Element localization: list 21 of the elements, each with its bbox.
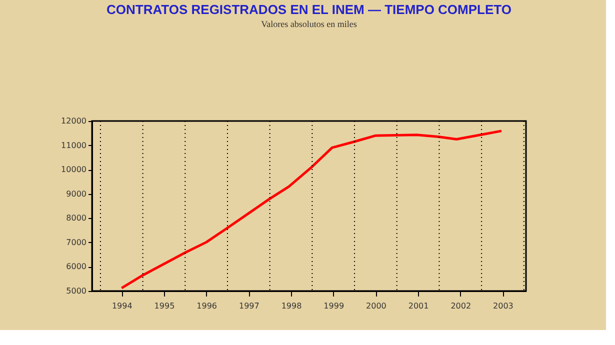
x-tick-label: 2001 — [408, 302, 429, 310]
x-tick-label: 1994 — [112, 302, 132, 310]
y-tick-label: 7000 — [66, 238, 86, 247]
y-tick-label: 10000 — [61, 165, 86, 174]
y-tick-label: 9000 — [66, 189, 86, 198]
x-tick-label: 1995 — [154, 302, 175, 310]
x-tick-label: 1998 — [281, 302, 302, 310]
y-tick-label: 5000 — [66, 286, 86, 296]
y-tick-label: 8000 — [66, 214, 86, 223]
x-tick-label: 1997 — [238, 302, 260, 310]
chart-title: CONTRATOS REGISTRADOS EN EL INEM — TIEMPO COMPLETO — [106, 2, 512, 17]
y-tick-label: 6000 — [66, 262, 86, 272]
x-tick-label: 2003 — [493, 302, 514, 310]
x-tick-label: 2000 — [366, 302, 386, 310]
chart-subtitle: Valores absolutos en miles — [261, 19, 358, 29]
line-series — [120, 130, 503, 290]
x-tick-label: 1999 — [324, 302, 344, 310]
y-tick-label: 11000 — [61, 140, 86, 150]
x-tick-label: 2002 — [450, 302, 472, 310]
y-tick-label: 12000 — [61, 116, 86, 126]
x-tick-label: 1996 — [196, 302, 217, 310]
